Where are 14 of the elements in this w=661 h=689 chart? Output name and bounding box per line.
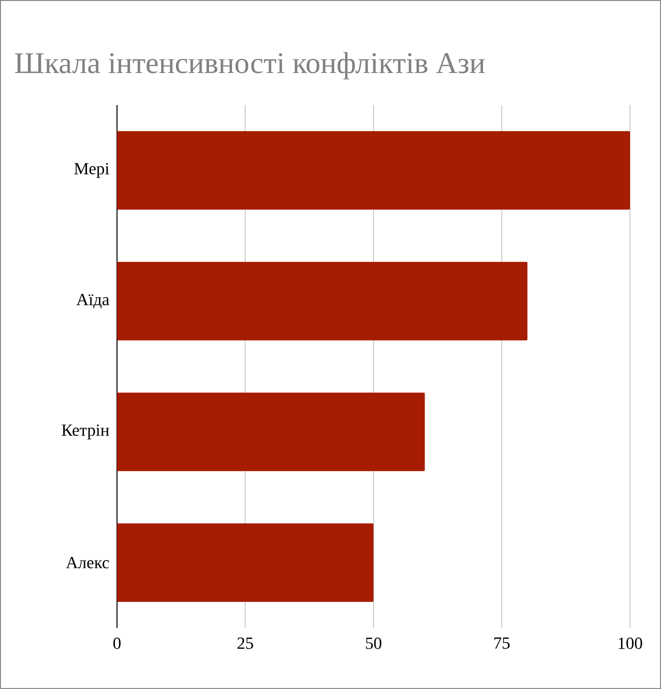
chart-title: Шкала інтенсивності конфліктів Ази (15, 52, 485, 80)
x-tick-label: 0 (113, 638, 121, 650)
x-tick-label: 100 (618, 638, 642, 650)
x-tick-label: 50 (366, 638, 382, 650)
y-tick-label: Аїда (76, 294, 110, 308)
bar (117, 392, 425, 472)
bar (117, 131, 630, 210)
bar (117, 523, 374, 602)
bar (117, 262, 528, 340)
x-tick-label: 75 (494, 638, 510, 649)
x-tick-label: 25 (238, 638, 254, 649)
y-tick-label: Мері (74, 162, 110, 178)
y-tick-label: Кетрін (62, 424, 110, 440)
y-tick-label: Алекс (66, 556, 109, 568)
